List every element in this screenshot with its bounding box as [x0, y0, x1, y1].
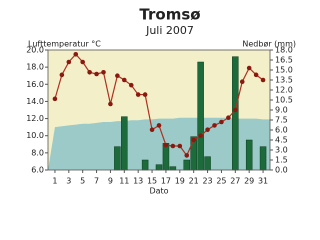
x-tick-label: 31 — [258, 177, 268, 186]
temperature-point — [163, 142, 169, 148]
y2-tick-label: 9.0 — [275, 106, 288, 115]
y2-tick-label: 3.0 — [275, 146, 288, 155]
precip-bar — [197, 61, 204, 171]
x-tick-label: 1 — [52, 177, 57, 186]
temperature-point — [149, 127, 155, 133]
temperature-point — [170, 143, 176, 149]
x-tick-label: 29 — [244, 177, 254, 186]
temperature-point — [59, 72, 65, 78]
temperature-point — [108, 101, 113, 107]
y2-tick-label: 13.5 — [275, 76, 293, 85]
y-tick-label: 16.0 — [26, 80, 44, 89]
precip-bar — [121, 116, 128, 171]
temperature-point — [239, 79, 245, 85]
x-tick-label: 21 — [189, 177, 199, 186]
y2-tick-label: 6.0 — [275, 126, 288, 135]
temperature-point — [191, 137, 196, 143]
y-axis-label: Lufttemperatur °C — [28, 40, 101, 49]
temperature-point — [253, 72, 259, 78]
temperature-point — [246, 65, 252, 71]
y2-tick-label: 7.5 — [275, 116, 288, 125]
chart: Tromsø Juli 2007 Lufttemperatur °C Nedbø… — [26, 6, 296, 196]
x-tick-label: 5 — [80, 177, 85, 186]
x-tick-label: 23 — [202, 177, 212, 186]
temperature-point — [101, 69, 106, 75]
temperature-point — [205, 127, 210, 133]
temperature-point — [94, 71, 99, 77]
precip-bar — [259, 146, 267, 171]
temperature-point — [66, 59, 72, 65]
y-tick-label: 20.0 — [26, 46, 44, 55]
temperature-point — [122, 77, 127, 83]
x-tick-label: 13 — [133, 177, 143, 186]
precip-bar — [155, 164, 163, 171]
temperature-point — [233, 107, 238, 113]
temperature-point — [115, 73, 120, 79]
temperature-point — [135, 92, 141, 97]
temperature-point — [87, 69, 92, 75]
temperature-point — [198, 133, 203, 139]
y2-tick-label: 18.0 — [275, 46, 293, 55]
chart-title: Tromsø — [139, 6, 200, 24]
temperature-point — [142, 92, 148, 97]
precip-bar — [204, 156, 211, 171]
y-tick-label: 14.0 — [26, 97, 44, 106]
x-tick-label: 25 — [216, 177, 226, 186]
chart-subtitle: Juli 2007 — [145, 24, 194, 37]
temperature-point — [219, 119, 224, 125]
precip-bar — [245, 139, 253, 171]
y2-tick-label: 12.0 — [275, 86, 293, 95]
y-tick-label: 6.0 — [31, 166, 44, 175]
temperature-point — [177, 143, 183, 149]
temperature-point — [73, 51, 79, 57]
precip-bar — [183, 159, 190, 171]
temperature-point — [184, 153, 190, 158]
y2-tick-label: 10.5 — [275, 96, 293, 105]
normal-area — [48, 117, 270, 170]
temperature-point — [156, 123, 162, 128]
temperature-point — [80, 59, 85, 65]
precip-bar — [169, 166, 177, 171]
x-tick-label: 11 — [119, 177, 129, 186]
x-tick-label: 27 — [230, 177, 240, 186]
x-tick-label: 9 — [108, 177, 113, 186]
y2-axis-label: Nedbør (mm) — [242, 40, 296, 49]
x-axis-label: Dato — [149, 187, 168, 196]
y-tick-label: 8.0 — [31, 148, 44, 157]
y2-tick-label: 1.5 — [275, 156, 288, 165]
x-tick-label: 15 — [147, 177, 157, 186]
temperature-point — [128, 82, 134, 88]
x-tick-label: 3 — [66, 177, 71, 186]
x-tick-label: 19 — [175, 177, 185, 186]
temperature-point — [260, 77, 266, 83]
y-tick-label: 18.0 — [26, 63, 44, 72]
precip-bar — [114, 146, 121, 171]
y2-tick-label: 4.5 — [275, 136, 288, 145]
y2-tick-label: 15.0 — [275, 66, 293, 75]
precip-bar — [141, 159, 149, 171]
y2-tick-label: 0.0 — [275, 166, 288, 175]
temperature-point — [52, 96, 58, 102]
temperature-point — [212, 123, 217, 128]
precip-bar — [232, 56, 239, 171]
y-tick-label: 12.0 — [26, 114, 44, 123]
y-tick-label: 10.0 — [26, 131, 44, 140]
y2-tick-label: 16.5 — [275, 56, 293, 65]
x-tick-label: 17 — [161, 177, 171, 186]
x-tick-label: 7 — [94, 177, 99, 186]
temperature-point — [226, 115, 231, 121]
